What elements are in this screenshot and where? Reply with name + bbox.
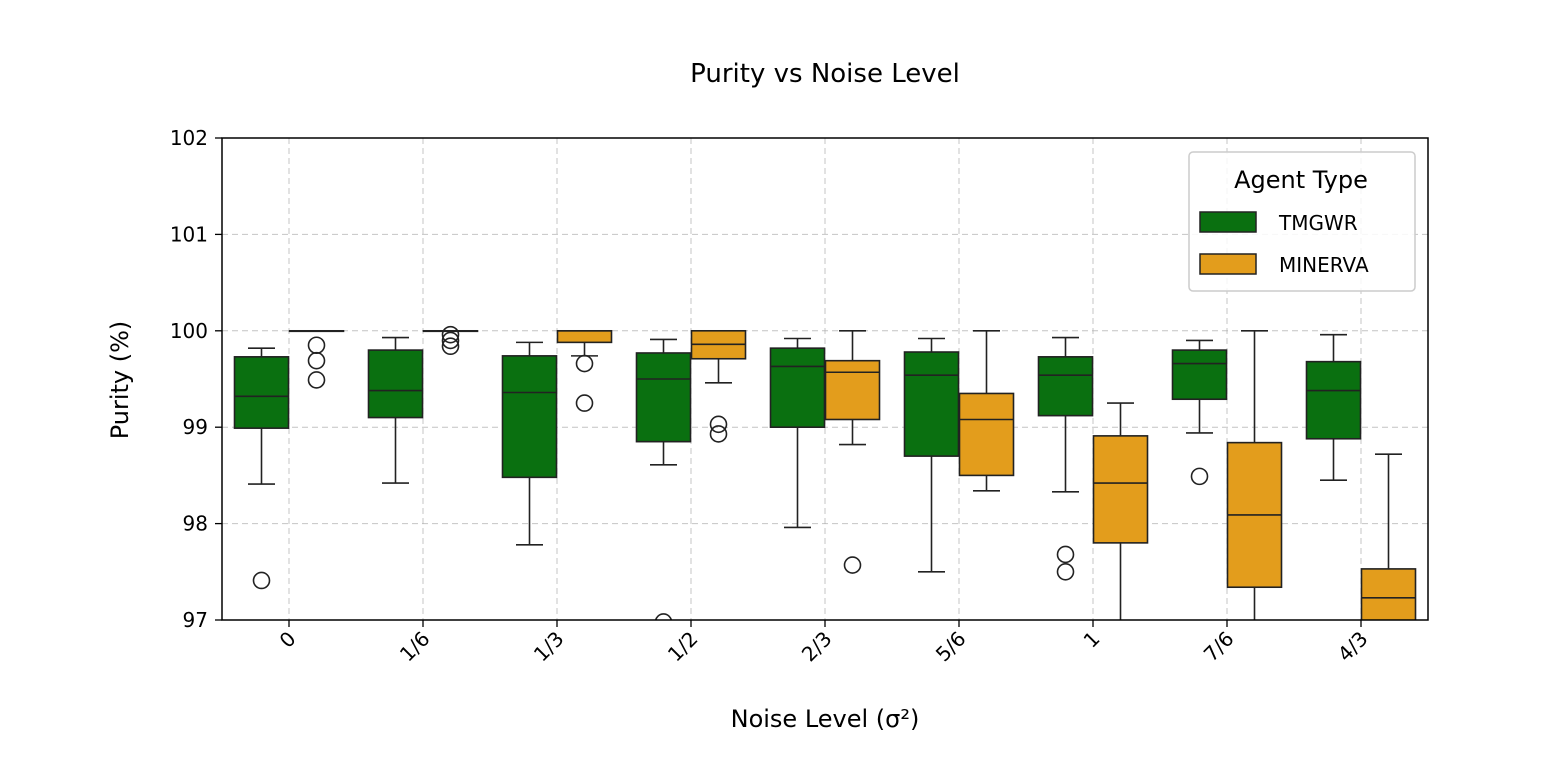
- outlier-point: [575, 354, 594, 373]
- box-minerva-3: [690, 329, 747, 443]
- box-tmgwr-5: [903, 337, 960, 573]
- box-minerva-7: [1226, 329, 1283, 620]
- y-axis-label: Purity (%): [106, 321, 134, 440]
- box-tmgwr-6: [1037, 336, 1094, 581]
- outlier-point: [441, 331, 460, 350]
- outlier-point: [1056, 545, 1075, 564]
- outlier-point: [307, 336, 326, 355]
- outlier-point: [307, 351, 326, 370]
- outlier-point: [307, 371, 326, 389]
- y-tick-label: 101: [170, 222, 208, 246]
- box-body: [1305, 360, 1362, 440]
- legend-label-tmgwr: TMGWR: [1278, 211, 1358, 235]
- box-body: [1092, 435, 1149, 544]
- outlier-point: [1190, 467, 1209, 486]
- box-minerva-8: [1360, 453, 1417, 620]
- box-body: [1171, 349, 1228, 401]
- box-minerva-1: [422, 325, 479, 356]
- x-tick-label: 1/3: [529, 627, 569, 667]
- box-body: [233, 356, 290, 429]
- outlier-point: [709, 425, 728, 443]
- box-body: [1360, 568, 1417, 620]
- outlier-point: [441, 325, 460, 344]
- legend-swatch-tmgwr: [1199, 211, 1257, 233]
- legend-label-minerva: MINERVA: [1279, 253, 1369, 277]
- x-tick-label: 5/6: [931, 627, 971, 667]
- x-tick-label: 1/6: [395, 627, 435, 667]
- x-tick-label: 1/2: [663, 627, 703, 667]
- legend-swatch-minerva: [1199, 253, 1257, 275]
- box-tmgwr-1: [367, 336, 424, 484]
- box-body: [1037, 356, 1094, 417]
- box-plots: [233, 325, 1417, 620]
- x-axis-label: Noise Level (σ²): [731, 705, 920, 733]
- box-tmgwr-7: [1171, 339, 1228, 486]
- y-tick-label: 102: [170, 126, 208, 150]
- box-tmgwr-8: [1305, 333, 1362, 482]
- x-tick-label: 7/6: [1199, 627, 1239, 667]
- box-minerva-5: [958, 329, 1015, 492]
- outlier-point: [654, 613, 673, 620]
- y-axis-ticks: 97 98 99 100 101 102: [170, 126, 222, 632]
- outlier-point: [709, 415, 728, 434]
- x-tick-label: 0: [275, 627, 301, 653]
- box-body: [635, 352, 692, 443]
- x-axis-ticks: 0 1/6 1/3 1/2 2/3 5/6 1 7/6 4/3: [275, 620, 1373, 666]
- y-tick-label: 98: [183, 512, 208, 536]
- y-tick-label: 100: [170, 319, 208, 343]
- box-tmgwr-0: [233, 347, 290, 590]
- box-minerva-6: [1092, 402, 1149, 620]
- y-tick-label: 97: [183, 608, 208, 632]
- x-tick-label: 2/3: [797, 627, 837, 667]
- box-body: [556, 329, 613, 344]
- box-tmgwr-4: [769, 337, 826, 529]
- box-body: [367, 349, 424, 419]
- box-minerva-4: [824, 329, 881, 574]
- box-minerva-0: [288, 329, 345, 389]
- outlier-point: [441, 337, 460, 356]
- outlier-point: [575, 394, 594, 412]
- outlier-point: [843, 556, 862, 574]
- x-tick-label: 1: [1079, 627, 1105, 653]
- chart-title: Purity vs Noise Level: [690, 59, 960, 89]
- box-body: [958, 392, 1015, 477]
- box-body: [501, 355, 558, 479]
- box-body: [903, 351, 960, 457]
- box-tmgwr-3: [635, 338, 692, 620]
- outlier-point: [1056, 562, 1075, 581]
- legend: Agent Type TMGWR MINERVA: [1188, 151, 1416, 292]
- box-body: [769, 347, 826, 429]
- y-tick-label: 99: [183, 415, 208, 439]
- box-minerva-2: [556, 329, 613, 412]
- x-tick-label: 4/3: [1333, 627, 1373, 667]
- outlier-point: [252, 571, 271, 590]
- box-body: [824, 359, 881, 421]
- legend-title: Agent Type: [1234, 166, 1368, 194]
- box-tmgwr-2: [501, 341, 558, 546]
